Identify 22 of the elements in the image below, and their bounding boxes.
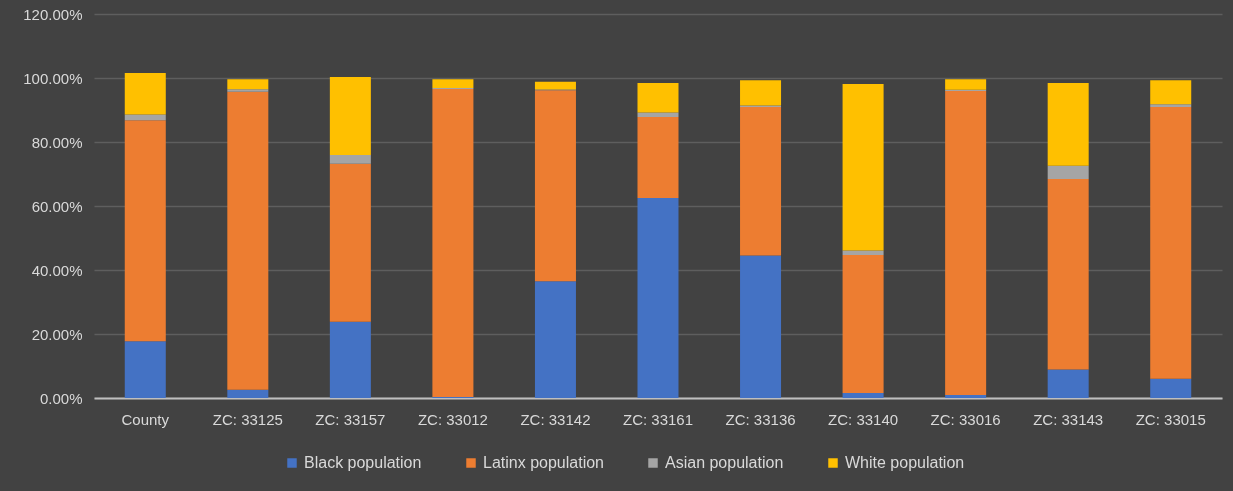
- y-tick-label: 120.00%: [23, 5, 83, 23]
- legend-label: Asian population: [665, 454, 784, 471]
- x-tick-label: County: [121, 410, 170, 428]
- legend-label: Black population: [304, 454, 422, 471]
- y-tick-label: 0.00%: [39, 389, 83, 407]
- x-tick-label: ZC: 33143: [1033, 410, 1104, 428]
- x-tick-label: ZC: 33015: [1135, 410, 1206, 428]
- y-tick-label: 80.00%: [31, 133, 83, 151]
- x-tick-label: ZC: 33012: [417, 410, 488, 428]
- y-tick-label: 40.00%: [31, 261, 83, 279]
- x-tick-label: ZC: 33142: [520, 410, 591, 428]
- x-tick-label: ZC: 33016: [930, 410, 1001, 428]
- x-tick-label: ZC: 33136: [725, 410, 796, 428]
- legend-label: White population: [845, 454, 965, 471]
- y-tick-label: 20.00%: [31, 325, 83, 343]
- y-tick-label: 60.00%: [31, 197, 83, 215]
- x-tick-label: ZC: 33157: [315, 410, 386, 428]
- x-tick-label: ZC: 33161: [622, 410, 694, 428]
- x-tick-label: ZC: 33125: [212, 410, 283, 428]
- x-tick-label: ZC: 33140: [828, 410, 899, 428]
- legend-label: Latinx population: [483, 454, 604, 471]
- y-tick-label: 100.00%: [23, 69, 83, 87]
